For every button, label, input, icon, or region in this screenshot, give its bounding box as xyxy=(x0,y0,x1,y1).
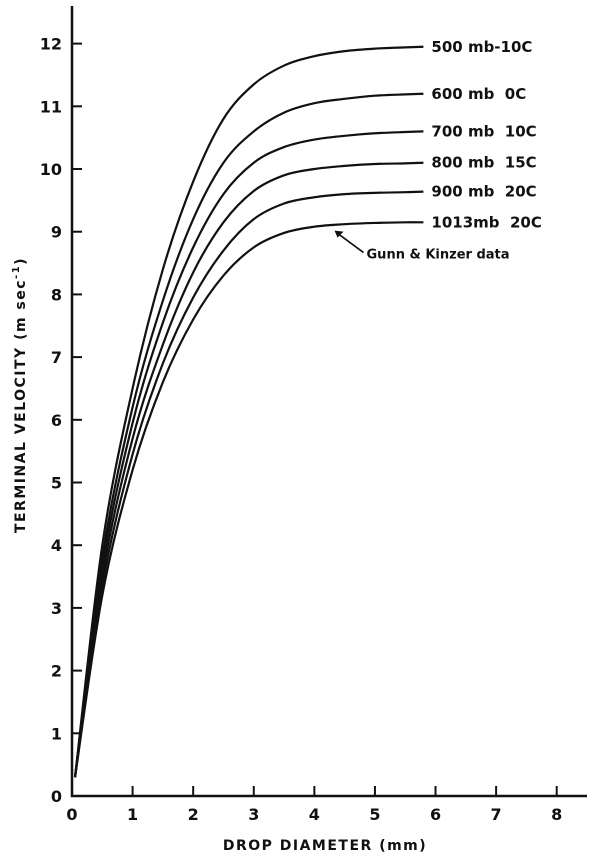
x-tick-label: 6 xyxy=(430,805,441,824)
annotation-arrowhead xyxy=(334,230,344,238)
series-label: 800 mb 15C xyxy=(431,154,536,172)
series-label: 900 mb 20C xyxy=(431,183,536,201)
y-tick-label: 10 xyxy=(40,160,62,179)
y-tick-label: 4 xyxy=(51,536,62,555)
y-tick-label: 9 xyxy=(51,223,62,242)
series-line xyxy=(73,130,424,778)
annotation-leader xyxy=(336,231,365,254)
x-tick-label: 5 xyxy=(369,805,380,824)
x-axis-title: DROP DIAMETER (mm) xyxy=(223,838,427,854)
series-line xyxy=(73,45,424,778)
series-line xyxy=(73,190,424,778)
y-tick-label: 8 xyxy=(51,285,62,304)
y-axis-title-exponent: -1 xyxy=(11,265,22,279)
series-label: 1013mb 20C xyxy=(431,213,541,231)
y-axis-title-suffix: ) xyxy=(13,257,29,265)
y-tick-label: 3 xyxy=(51,599,62,618)
series-label: 600 mb 0C xyxy=(431,85,526,103)
x-tick-label: 0 xyxy=(66,805,77,824)
y-tick-label: 6 xyxy=(51,411,62,430)
x-tick-label: 2 xyxy=(188,805,199,824)
y-tick-label: 11 xyxy=(40,97,62,116)
y-axis-title-main: TERMINAL VELOCITY (m sec xyxy=(13,279,29,533)
series-label: 700 mb 10C xyxy=(431,122,536,140)
series-label: 500 mb-10C xyxy=(431,38,532,56)
x-tick-label: 4 xyxy=(309,805,320,824)
series-labels: 500 mb-10C 600 mb 0C 700 mb 10C 800 mb 15C 9… xyxy=(431,38,541,232)
annotations: Gunn & Kinzer data xyxy=(334,230,510,263)
x-tick-label: 7 xyxy=(491,805,502,824)
series-line xyxy=(73,161,424,778)
y-axis-title: TERMINAL VELOCITY (m sec-1) xyxy=(11,257,29,533)
y-tick-label: 12 xyxy=(40,35,62,54)
y-tick-label: 2 xyxy=(51,662,62,681)
x-tick-label: 8 xyxy=(551,805,562,824)
series-line xyxy=(73,92,424,778)
annotation-label: Gunn & Kinzer data xyxy=(367,248,510,263)
y-tick-label: 1 xyxy=(51,724,62,743)
x-tick-label: 3 xyxy=(248,805,259,824)
y-tick-label: 7 xyxy=(51,348,62,367)
series-lines xyxy=(73,45,424,778)
y-tick-label: 5 xyxy=(51,474,62,493)
series-line xyxy=(73,221,424,778)
y-tick-label: 0 xyxy=(51,787,62,806)
x-tick-label: 1 xyxy=(127,805,138,824)
